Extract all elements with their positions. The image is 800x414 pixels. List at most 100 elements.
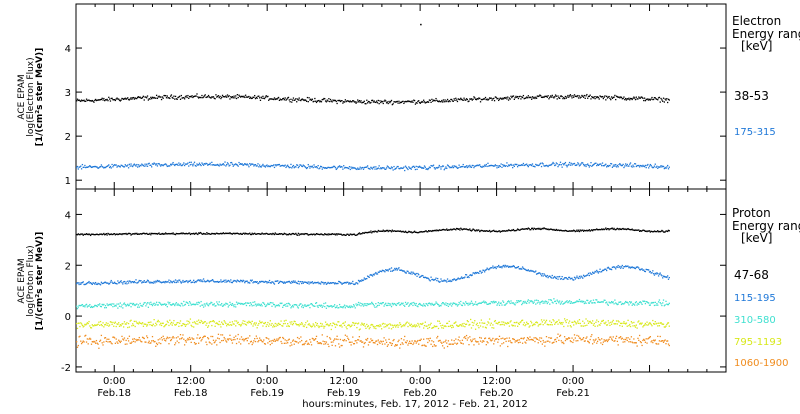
electron-point: [669, 99, 670, 100]
proton-point: [657, 325, 658, 326]
electron-point: [451, 167, 452, 168]
proton-point: [653, 273, 654, 274]
proton-point: [381, 271, 382, 272]
electron-point: [588, 165, 589, 166]
electron-point: [551, 96, 552, 97]
electron-point: [300, 100, 301, 101]
electron-point: [486, 164, 487, 165]
electron-point: [136, 164, 137, 165]
proton-point: [475, 329, 476, 330]
proton-legend-entry: 795-1193: [734, 337, 782, 348]
electron-point: [127, 97, 128, 98]
proton-point: [375, 328, 376, 329]
proton-point: [127, 327, 128, 328]
proton-point: [624, 302, 625, 303]
proton-point: [522, 266, 523, 267]
proton-point: [206, 344, 207, 345]
proton-point: [605, 269, 606, 270]
proton-point: [620, 301, 621, 302]
proton-marks: -202447-68115-195310-580795-11931060-190…: [61, 189, 789, 374]
electron-point: [574, 163, 575, 164]
proton-point: [336, 336, 337, 337]
proton-point: [344, 305, 345, 306]
proton-point: [107, 323, 108, 324]
electron-point: [163, 98, 164, 99]
proton-point: [423, 339, 424, 340]
electron-point: [273, 99, 274, 100]
proton-point: [617, 266, 618, 267]
proton-point: [395, 269, 396, 270]
proton-point: [235, 335, 236, 336]
proton-point: [415, 326, 416, 327]
electron-point: [462, 166, 463, 167]
electron-legend-entry: 38-53: [734, 89, 769, 103]
proton-point: [159, 302, 160, 303]
proton-point: [551, 322, 552, 323]
proton-point: [109, 324, 110, 325]
proton-point: [114, 337, 115, 338]
electron-point: [578, 163, 579, 164]
proton-point: [184, 344, 185, 345]
electron-point: [369, 101, 370, 102]
proton-point: [369, 328, 370, 329]
proton-point: [609, 325, 610, 326]
proton-point: [484, 323, 485, 324]
proton-point: [636, 301, 637, 302]
proton-point: [435, 303, 436, 304]
electron-point: [435, 98, 436, 99]
proton-point: [444, 304, 445, 305]
proton-point: [487, 321, 488, 322]
electron-point: [166, 97, 167, 98]
proton-point: [659, 325, 660, 326]
proton-point: [518, 266, 519, 267]
electron-point: [587, 163, 588, 164]
electron-point: [76, 100, 77, 101]
proton-point: [337, 339, 338, 340]
electron-point: [357, 99, 358, 100]
proton-point: [497, 303, 498, 304]
proton-point: [557, 279, 558, 280]
proton-point: [535, 303, 536, 304]
electron-ytick-label: 3: [65, 88, 71, 99]
proton-point: [383, 230, 384, 231]
proton-point: [437, 336, 438, 337]
proton-point: [157, 321, 158, 322]
proton-point: [145, 305, 146, 306]
electron-point: [614, 95, 615, 96]
proton-point: [390, 304, 391, 305]
proton-point: [439, 321, 440, 322]
electron-point: [402, 101, 403, 102]
proton-point: [387, 346, 388, 347]
electron-point: [451, 99, 452, 100]
electron-point: [609, 98, 610, 99]
proton-point: [376, 340, 377, 341]
proton-point: [130, 303, 131, 304]
electron-point: [220, 98, 221, 99]
proton-point: [146, 335, 147, 336]
proton-point: [372, 324, 373, 325]
proton-point: [143, 326, 144, 327]
electron-point: [571, 95, 572, 96]
proton-point: [108, 339, 109, 340]
electron-point: [288, 97, 289, 98]
electron-point: [522, 165, 523, 166]
proton-point: [95, 343, 96, 344]
proton-point: [574, 277, 575, 278]
electron-point: [289, 167, 290, 168]
proton-point: [660, 302, 661, 303]
proton-point: [415, 305, 416, 306]
electron-point: [121, 99, 122, 100]
proton-point: [144, 338, 145, 339]
electron-point: [130, 163, 131, 164]
proton-point: [588, 323, 589, 324]
electron-point: [668, 168, 669, 169]
electron-point: [415, 103, 416, 104]
proton-point: [570, 303, 571, 304]
electron-point: [506, 162, 507, 163]
proton-point: [158, 320, 159, 321]
electron-point: [80, 166, 81, 167]
electron-point: [322, 168, 323, 169]
proton-point: [132, 339, 133, 340]
electron-point: [625, 98, 626, 99]
electron-point: [442, 101, 443, 102]
